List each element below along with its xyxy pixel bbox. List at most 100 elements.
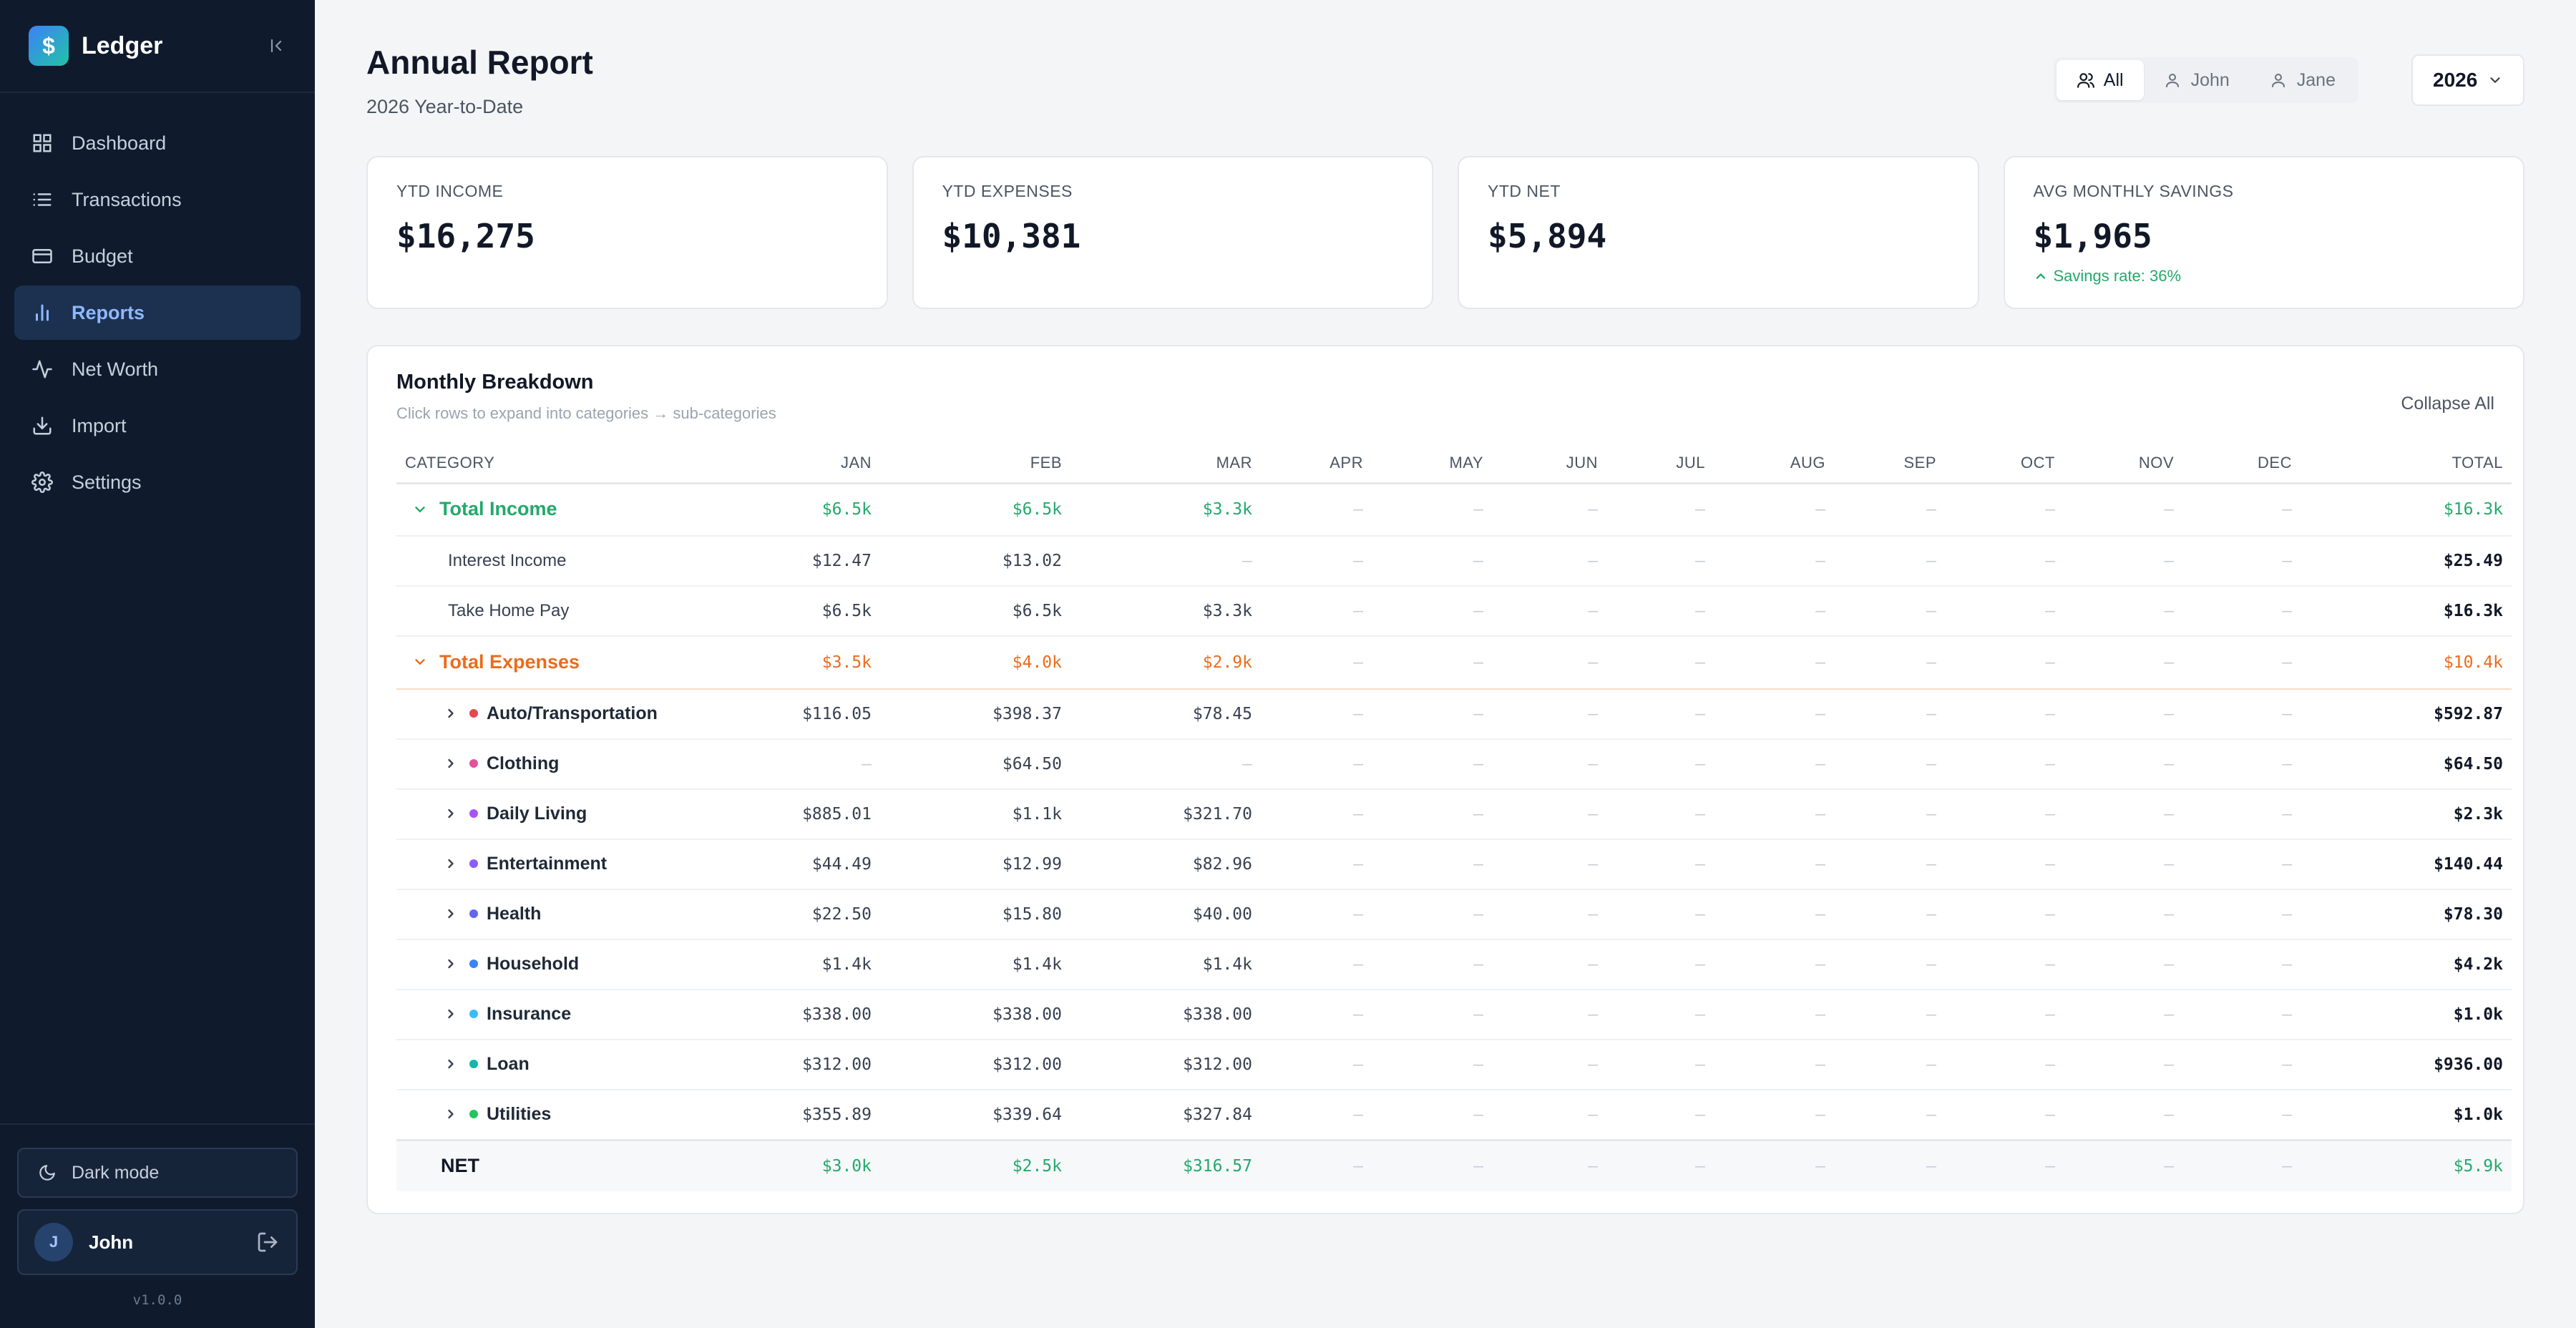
table-row-total-income[interactable]: Total Income $6.5k $6.5k $3.3k — — — — — — — — — $16.… [396, 483, 2512, 537]
filter-jane[interactable]: Jane [2250, 60, 2356, 100]
sidebar-item-transactions[interactable]: Transactions [14, 172, 301, 227]
table-row-entertainment[interactable]: Entertainment $44.49 $12.99 $82.96— — — — — — — — —… [396, 839, 2512, 890]
chevron-right-icon[interactable] [444, 956, 459, 972]
category-color-dot [469, 1060, 478, 1069]
month-cell: $6.5k [690, 483, 880, 537]
column-header-dec: DEC [2182, 444, 2301, 484]
table-row-auto-transportation[interactable]: Auto/Transportation $116.05 $398.37 $78.45—… [396, 689, 2512, 740]
month-cell: — [1945, 889, 2064, 940]
collapse-all-button[interactable]: Collapse All [2401, 394, 2494, 414]
month-cell: — [1834, 1090, 1945, 1141]
dark-mode-toggle[interactable]: Dark mode [17, 1148, 298, 1198]
month-cell: — [2182, 483, 2301, 537]
year-select[interactable]: 2026 [2411, 54, 2524, 106]
table-row-utilities[interactable]: Utilities $355.89 $339.64 $327.84— — — — — — — — — $… [396, 1090, 2512, 1141]
summary-cards: YTD INCOME $16,275 YTD EXPENSES $10,381 YTD … [366, 156, 2524, 309]
month-cell: — [1606, 739, 1714, 790]
table-row-health[interactable]: Health $22.50 $15.80 $40.00— — — — — — — — — $78.30 [396, 889, 2512, 940]
filter-all[interactable]: All [2056, 60, 2144, 100]
chevron-down-icon [2487, 72, 2503, 88]
app-version: v1.0.0 [132, 1292, 182, 1308]
collapse-sidebar-icon[interactable] [266, 36, 286, 56]
month-cell: — [1492, 739, 1606, 790]
month-cell: — [1372, 483, 1492, 537]
month-cell: — [1372, 536, 1492, 587]
brand: $ Ledger [0, 0, 315, 93]
table-row-loan[interactable]: Loan $312.00 $312.00 $312.00— — — — — — — — — $936.0… [396, 1040, 2512, 1090]
row-label: Total Expenses [439, 650, 580, 673]
sidebar-item-settings[interactable]: Settings [14, 455, 301, 509]
table-row-household[interactable]: Household $1.4k $1.4k $1.4k — — — — — — — — — $4.2k [396, 939, 2512, 990]
month-cell: — [2064, 1090, 2182, 1141]
person-filter: All John Jane [2053, 57, 2358, 103]
row-total-cell: $78.30 [2301, 889, 2512, 940]
month-cell: — [1492, 483, 1606, 537]
month-cell: — [1834, 636, 1945, 690]
month-cell: — [1492, 839, 1606, 890]
month-cell: $44.49 [690, 839, 880, 890]
month-cell: — [1834, 990, 1945, 1040]
chevron-down-icon[interactable] [412, 653, 429, 670]
month-cell: — [2064, 483, 2182, 537]
month-cell: $355.89 [690, 1090, 880, 1141]
table-row-net: NET $3.0k $2.5k $316.57— — — — — — — — — $5.9k [396, 1138, 2512, 1191]
month-cell: — [1606, 889, 1714, 940]
month-cell: — [1606, 839, 1714, 890]
summary-card-ytd-income: YTD INCOME $16,275 [366, 156, 888, 309]
month-cell: — [1714, 1040, 1834, 1090]
row-label: Daily Living [487, 803, 587, 824]
month-cell: $338.00 [690, 990, 880, 1040]
month-cell: — [1492, 939, 1606, 990]
category-color-dot [469, 909, 478, 919]
chevron-right-icon[interactable] [444, 856, 459, 872]
month-cell: — [1945, 789, 2064, 840]
chevron-right-icon[interactable] [444, 1056, 459, 1072]
chevron-down-icon[interactable] [412, 501, 429, 518]
month-cell: — [2182, 839, 2301, 890]
table-row-clothing[interactable]: Clothing — $64.50— — — — — — — — — — $64.50 [396, 739, 2512, 790]
category-color-dot [469, 709, 478, 718]
chevron-right-icon[interactable] [444, 806, 459, 821]
sidebar-item-reports[interactable]: Reports [14, 285, 301, 340]
chevron-right-icon[interactable] [444, 906, 459, 922]
card-value: $1,965 [2033, 217, 2152, 255]
month-cell: — [1834, 689, 1945, 740]
table-row-total-expenses[interactable]: Total Expenses $3.5k $4.0k $2.9k — — — — — — — — — $1… [396, 636, 2512, 690]
month-cell: $64.50 [880, 739, 1070, 790]
month-cell: $1.4k [880, 939, 1070, 990]
row-category-cell: Insurance [396, 990, 690, 1040]
month-cell: — [2182, 990, 2301, 1040]
avatar[interactable]: J [34, 1223, 73, 1261]
chevron-right-icon[interactable] [444, 1006, 459, 1022]
chevron-right-icon[interactable] [444, 706, 459, 721]
month-cell: — [1945, 839, 2064, 890]
month-cell: — [2182, 536, 2301, 587]
sidebar-item-net-worth[interactable]: Net Worth [14, 342, 301, 396]
user-card: J John [17, 1209, 298, 1275]
sidebar-item-dashboard[interactable]: Dashboard [14, 116, 301, 170]
month-cell: — [1372, 839, 1492, 890]
table-row-daily-living[interactable]: Daily Living $885.01 $1.1k $321.70— — — — — — — — —… [396, 789, 2512, 840]
month-cell: $40.00 [1070, 889, 1261, 940]
month-cell: $1.1k [880, 789, 1070, 840]
sidebar-item-import[interactable]: Import [14, 399, 301, 453]
table-row-insurance[interactable]: Insurance $338.00 $338.00 $338.00— — — — — — — — — $… [396, 990, 2512, 1040]
chevron-right-icon[interactable] [444, 756, 459, 771]
month-cell: — [1714, 939, 1834, 990]
month-cell: — [1492, 990, 1606, 1040]
month-cell: $116.05 [690, 689, 880, 740]
filter-john[interactable]: John [2144, 60, 2250, 100]
month-cell: — [2182, 636, 2301, 690]
row-category-cell: Interest Income [396, 536, 690, 587]
month-cell: — [690, 739, 880, 790]
chevron-right-icon[interactable] [444, 1106, 459, 1122]
breakdown-title: Monthly Breakdown [396, 371, 594, 394]
download-icon [30, 414, 54, 438]
month-cell: — [2064, 1138, 2182, 1191]
month-cell: — [1606, 536, 1714, 587]
month-cell: — [1372, 636, 1492, 690]
sidebar-item-budget[interactable]: Budget [14, 229, 301, 283]
month-cell: — [1714, 839, 1834, 890]
month-cell: $78.45 [1070, 689, 1261, 740]
logout-icon[interactable] [255, 1229, 280, 1255]
